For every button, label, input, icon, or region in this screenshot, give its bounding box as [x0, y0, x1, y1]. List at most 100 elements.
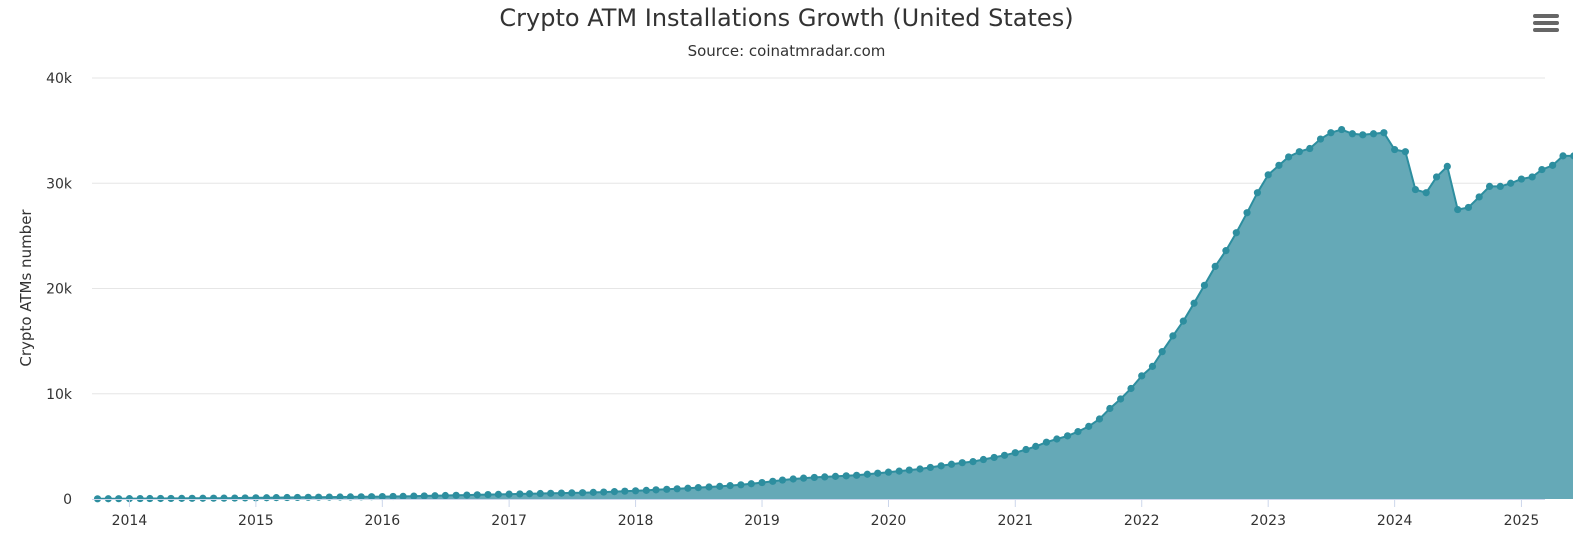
data-point[interactable] — [1127, 384, 1135, 393]
data-point[interactable] — [420, 492, 428, 500]
data-point[interactable] — [990, 453, 998, 462]
data-point[interactable] — [1222, 247, 1230, 255]
data-point[interactable] — [1411, 185, 1420, 194]
data-point[interactable] — [1507, 179, 1515, 187]
data-point[interactable] — [231, 494, 239, 502]
data-point[interactable] — [1443, 162, 1451, 171]
data-point[interactable] — [1074, 428, 1082, 436]
data-point[interactable] — [631, 487, 640, 495]
data-point[interactable] — [1253, 189, 1262, 197]
data-point[interactable] — [694, 484, 702, 492]
data-point[interactable] — [842, 472, 850, 480]
data-point[interactable] — [589, 488, 597, 496]
data-point[interactable] — [1538, 165, 1546, 174]
data-point[interactable] — [663, 485, 671, 493]
data-point[interactable] — [1117, 395, 1125, 403]
data-point[interactable] — [136, 494, 144, 503]
data-point[interactable] — [1549, 161, 1557, 169]
data-point[interactable] — [547, 489, 555, 497]
data-point[interactable] — [283, 493, 291, 502]
data-point[interactable] — [652, 486, 660, 494]
data-point[interactable] — [378, 492, 386, 501]
data-point[interactable] — [1464, 203, 1473, 212]
data-point[interactable] — [1200, 281, 1209, 289]
data-point[interactable] — [1559, 152, 1567, 160]
data-point[interactable] — [1359, 131, 1367, 139]
data-point[interactable] — [1053, 435, 1061, 443]
data-point[interactable] — [789, 475, 797, 483]
data-point[interactable] — [958, 459, 966, 467]
data-point[interactable] — [621, 487, 629, 495]
data-point[interactable] — [325, 493, 333, 501]
data-point[interactable] — [167, 494, 175, 503]
data-point[interactable] — [484, 490, 492, 499]
data-point[interactable] — [399, 492, 407, 500]
data-point[interactable] — [758, 478, 766, 487]
data-point[interactable] — [1338, 125, 1346, 134]
data-point[interactable] — [831, 472, 840, 480]
data-point[interactable] — [884, 468, 893, 476]
data-point[interactable] — [726, 482, 734, 490]
data-point[interactable] — [1179, 317, 1187, 325]
data-point[interactable] — [1454, 205, 1462, 214]
data-point[interactable] — [1095, 415, 1104, 423]
data-point[interactable] — [357, 493, 365, 501]
data-point[interactable] — [1285, 153, 1293, 161]
data-point[interactable] — [494, 490, 502, 498]
data-point[interactable] — [156, 494, 165, 503]
data-point[interactable] — [1232, 229, 1240, 237]
data-point[interactable] — [1380, 129, 1388, 137]
data-point[interactable] — [1316, 135, 1325, 143]
data-point[interactable] — [536, 489, 544, 498]
data-point[interactable] — [1063, 432, 1072, 440]
data-point[interactable] — [1391, 145, 1399, 154]
data-point[interactable] — [747, 480, 755, 488]
data-point[interactable] — [905, 466, 913, 474]
data-point[interactable] — [210, 494, 218, 502]
data-point[interactable] — [610, 488, 619, 496]
data-point[interactable] — [1106, 404, 1114, 413]
data-point[interactable] — [463, 491, 471, 499]
data-point[interactable] — [800, 474, 808, 482]
data-point[interactable] — [705, 483, 713, 491]
data-point[interactable] — [1369, 130, 1378, 138]
data-point[interactable] — [410, 492, 418, 500]
data-point[interactable] — [1528, 173, 1536, 181]
data-point[interactable] — [389, 492, 397, 501]
data-point[interactable] — [684, 484, 692, 492]
data-point[interactable] — [1000, 451, 1009, 459]
data-point[interactable] — [1022, 445, 1030, 454]
data-point[interactable] — [1432, 173, 1441, 181]
data-point[interactable] — [473, 491, 481, 499]
data-point[interactable] — [874, 469, 882, 477]
data-point[interactable] — [821, 473, 829, 481]
data-point[interactable] — [600, 488, 608, 496]
data-point[interactable] — [947, 460, 956, 468]
data-point[interactable] — [557, 489, 566, 497]
data-point[interactable] — [1190, 299, 1198, 307]
data-point[interactable] — [115, 495, 123, 503]
data-point[interactable] — [1422, 189, 1430, 197]
data-point[interactable] — [969, 458, 977, 466]
data-point[interactable] — [1032, 442, 1040, 450]
data-point[interactable] — [1570, 152, 1573, 160]
data-point[interactable] — [1158, 348, 1166, 356]
data-point[interactable] — [1148, 362, 1157, 370]
data-point[interactable] — [367, 493, 376, 501]
data-point[interactable] — [93, 495, 102, 503]
data-point[interactable] — [1169, 332, 1177, 340]
data-point[interactable] — [263, 494, 271, 502]
data-point[interactable] — [578, 489, 587, 497]
data-point[interactable] — [146, 494, 154, 503]
data-point[interactable] — [1085, 422, 1093, 430]
data-point[interactable] — [199, 494, 207, 502]
data-point[interactable] — [1475, 193, 1483, 201]
hamburger-menu-icon[interactable] — [1533, 12, 1559, 38]
data-point[interactable] — [1138, 372, 1146, 380]
data-point[interactable] — [452, 491, 460, 499]
data-point[interactable] — [431, 492, 439, 500]
data-point[interactable] — [916, 465, 924, 473]
data-point[interactable] — [441, 491, 449, 500]
data-point[interactable] — [1517, 175, 1526, 183]
data-point[interactable] — [769, 477, 777, 485]
